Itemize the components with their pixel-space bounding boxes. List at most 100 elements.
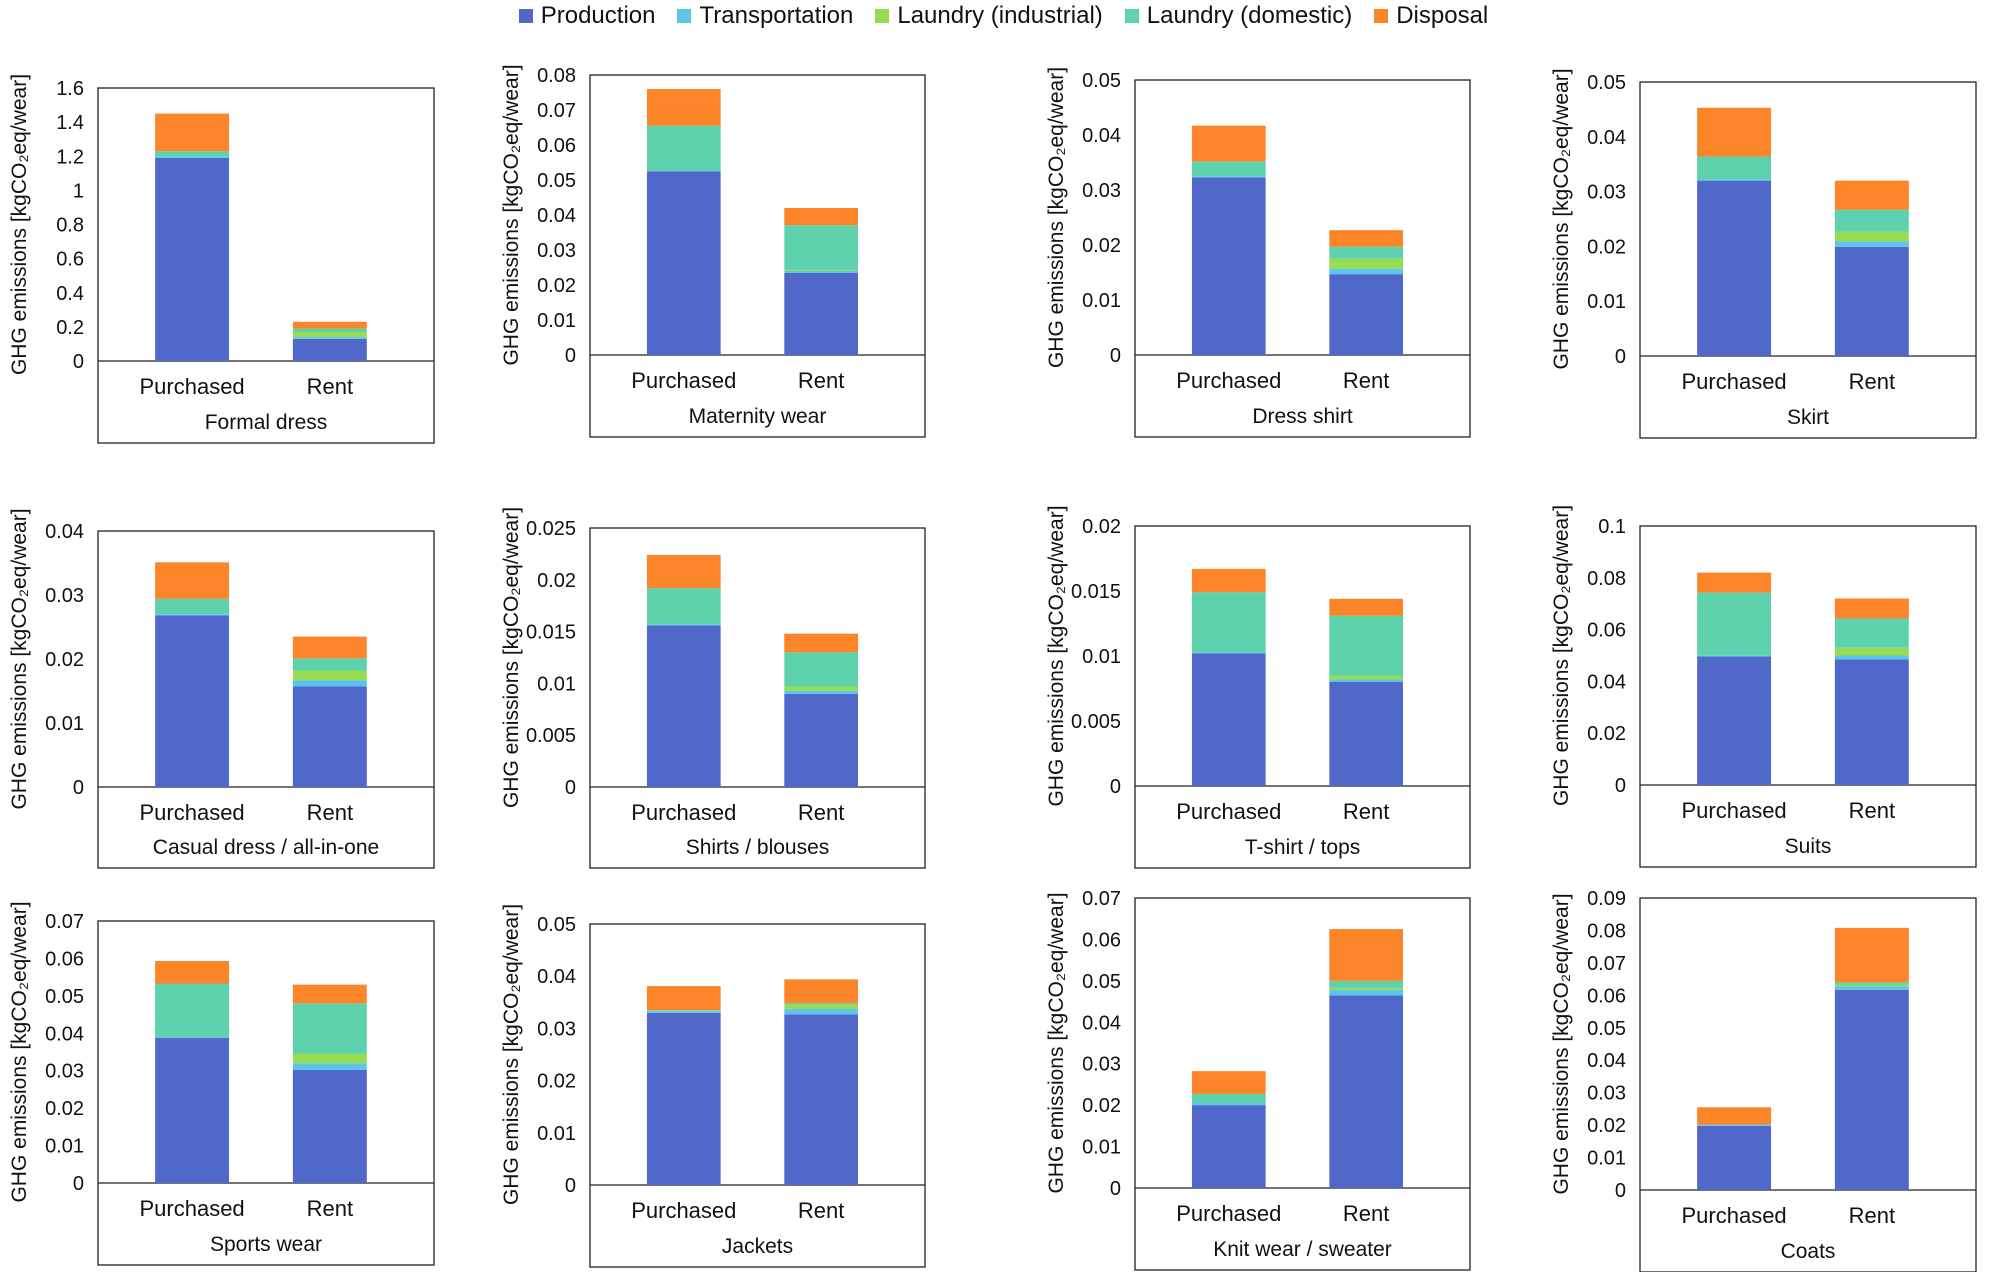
y-tick-label: 0.06 — [45, 948, 84, 970]
legend-swatch-laundry-industrial — [875, 9, 890, 23]
chart-panel-11: 0.07 0.06 0.05 0.04 0.03 0.02 0.01 0 GHG emissio… — [1045, 888, 1471, 1271]
y-tick-label: 0.02 — [1082, 235, 1121, 257]
x-tick-label: Purchased — [139, 800, 244, 825]
bar-segment-transportation — [646, 1011, 721, 1013]
bar-segment-laundry-domestic — [1191, 592, 1266, 653]
y-tick-label: 0.05 — [1082, 971, 1121, 993]
y-tick-label: 0 — [1110, 776, 1121, 798]
y-tick-label: 0.03 — [45, 1061, 84, 1083]
x-tick-label: Purchased — [1176, 368, 1281, 393]
y-axis-label: GHG emissions [kgCO₂eq/wear] — [1550, 68, 1573, 369]
chart-title: Suits — [1785, 835, 1832, 858]
bar-segment-laundry-industrial — [1329, 987, 1403, 990]
bar-segment-disposal — [292, 321, 367, 329]
plot-frame — [589, 527, 926, 869]
bar-segment-production — [1329, 682, 1403, 786]
bar-segment-production — [1329, 274, 1403, 355]
y-tick-label: 0.02 — [1082, 1095, 1121, 1117]
bar-segment-production — [646, 1012, 721, 1185]
y-tick-label: 0.6 — [56, 249, 84, 271]
bar-segment-disposal — [646, 986, 721, 1011]
y-tick-label: 0.02 — [537, 1071, 576, 1093]
x-tick-label: Rent — [1343, 799, 1389, 824]
legend-item-disposal: Disposal — [1374, 2, 1488, 30]
y-axis-label: GHG emissions [kgCO₂eq/wear] — [500, 507, 523, 808]
y-tick-label: 0 — [565, 777, 576, 799]
chart-title: Knit wear / sweater — [1213, 1238, 1392, 1261]
y-tick-label: 0.025 — [526, 518, 576, 540]
legend-item-transportation: Transportation — [677, 2, 853, 30]
y-axis-label: GHG emissions [kgCO₂eq/wear] — [500, 64, 523, 365]
bar-segment-production — [1329, 995, 1403, 1188]
y-tick-label: 0.07 — [1587, 953, 1626, 975]
bar-segment-laundry-domestic — [784, 1003, 858, 1005]
y-tick-label: 0.06 — [1587, 985, 1626, 1007]
bar-segment-transportation — [646, 170, 721, 172]
y-tick-label: 0.03 — [1587, 182, 1626, 204]
bar-segment-disposal — [1329, 929, 1403, 981]
y-tick-label: 0 — [1615, 346, 1626, 368]
y-tick-label: 0.005 — [526, 725, 576, 747]
y-axis-label: GHG emissions [kgCO₂eq/wear] — [8, 74, 31, 375]
chart-title: Jackets — [722, 1235, 793, 1258]
bar-segment-laundry-domestic — [646, 1010, 721, 1012]
y-tick-label: 0.02 — [1587, 236, 1626, 258]
plot-frame — [1134, 525, 1471, 869]
y-axis-label: GHG emissions [kgCO₂eq/wear] — [1045, 892, 1068, 1193]
bar-segment-production — [155, 157, 230, 361]
bar-segment-disposal — [292, 636, 367, 659]
bar-segment-disposal — [646, 554, 721, 589]
x-tick-label: Purchased — [139, 374, 244, 399]
bar-segment-disposal — [155, 113, 230, 152]
bar-segment-laundry-domestic — [784, 225, 858, 270]
bar-segment-disposal — [1834, 927, 1909, 983]
y-tick-label: 0.01 — [537, 310, 576, 332]
bar-segment-production — [1834, 659, 1909, 785]
plot-frame — [1134, 79, 1471, 438]
bar-segment-transportation — [155, 1037, 230, 1038]
bar-segment-transportation — [155, 156, 230, 158]
x-tick-label: Purchased — [631, 800, 736, 825]
bar-segment-disposal — [1191, 1071, 1266, 1094]
bar-segment-laundry-industrial — [1834, 231, 1909, 242]
chart-panel-2: 0.08 0.07 0.06 0.05 0.04 0.03 0.02 0.01 0 GHG emi… — [500, 64, 926, 438]
y-tick-label: 0.01 — [537, 1123, 576, 1145]
legend: Production Transportation Laundry (indus… — [0, 0, 2007, 32]
legend-swatch-transportation — [677, 9, 692, 23]
chart-title: Casual dress / all-in-one — [153, 836, 379, 859]
y-axis-label: GHG emissions [kgCO₂eq/wear] — [1045, 67, 1068, 368]
y-tick-label: 0.05 — [45, 986, 84, 1008]
bar-segment-laundry-domestic — [1191, 1093, 1266, 1104]
bar-segment-laundry-domestic — [1834, 982, 1909, 985]
bar-segment-production — [784, 272, 858, 355]
y-tick-label: 0.02 — [45, 649, 84, 671]
y-tick-label: 0.02 — [537, 570, 576, 592]
bar-segment-production — [292, 338, 367, 361]
bar-segment-laundry-domestic — [1697, 156, 1772, 180]
y-tick-label: 0.08 — [1587, 920, 1626, 942]
y-tick-label: 0.03 — [1082, 1054, 1121, 1076]
y-tick-label: 0.01 — [1082, 1137, 1121, 1159]
bar-segment-laundry-domestic — [1834, 209, 1909, 232]
y-tick-label: 1.6 — [56, 78, 84, 100]
bar-segment-disposal — [155, 961, 230, 984]
chart-panel-8: 0.1 0.08 0.06 0.04 0.02 0 GHG emissions [kgCO₂… — [1550, 505, 1977, 868]
bar-segment-transportation — [1191, 176, 1266, 178]
y-tick-label: 0.01 — [45, 1136, 84, 1158]
chart-panel-1: 1.6 1.4 1.2 1 0.8 0.6 0.4 0.2 0 GHG emissions [kg… — [8, 74, 435, 444]
y-tick-label: 0.04 — [1587, 1050, 1626, 1072]
bar-segment-disposal — [1697, 107, 1772, 157]
chart-panel-9: 0.07 0.06 0.05 0.04 0.03 0.02 0.01 0 GHG emissio… — [8, 901, 435, 1266]
y-axis-label: GHG emissions [kgCO₂eq/wear] — [1045, 505, 1068, 806]
bar-segment-transportation — [292, 680, 367, 687]
bar-segment-production — [1697, 1125, 1772, 1190]
plot-frame — [1639, 525, 1977, 868]
bar-segment-laundry-industrial — [784, 686, 858, 691]
plot-frame — [1639, 897, 1977, 1272]
bar-segment-transportation — [1329, 268, 1403, 275]
x-tick-label: Rent — [1849, 798, 1895, 823]
plot-frame — [589, 923, 926, 1268]
y-tick-label: 0.04 — [1082, 1012, 1121, 1034]
plot-frame — [97, 920, 435, 1266]
bar-segment-production — [1191, 1105, 1266, 1188]
